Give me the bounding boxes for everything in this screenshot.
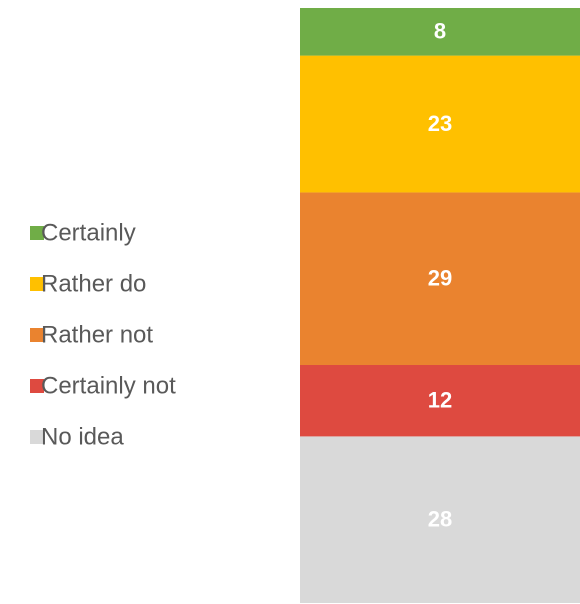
bar-segment (300, 8, 580, 56)
bar-segment (300, 55, 580, 193)
legend-label: No idea (41, 423, 124, 450)
data-label: 28 (428, 507, 452, 532)
legend-swatch (30, 379, 44, 393)
legend-swatch (30, 277, 44, 291)
legend-swatch (30, 226, 44, 240)
legend-label: Rather do (41, 270, 146, 297)
legend-swatch (30, 328, 44, 342)
data-label: 23 (428, 111, 452, 136)
legend-label: Certainly (41, 219, 136, 246)
bar-segment (300, 365, 580, 437)
bar-segment (300, 436, 580, 603)
bar-segment (300, 192, 580, 365)
data-label: 29 (428, 266, 452, 291)
legend-swatch (30, 430, 44, 444)
legend-label: Rather not (41, 321, 153, 348)
data-label: 8 (434, 19, 446, 44)
legend-label: Certainly not (41, 372, 176, 399)
data-label: 12 (428, 388, 452, 413)
